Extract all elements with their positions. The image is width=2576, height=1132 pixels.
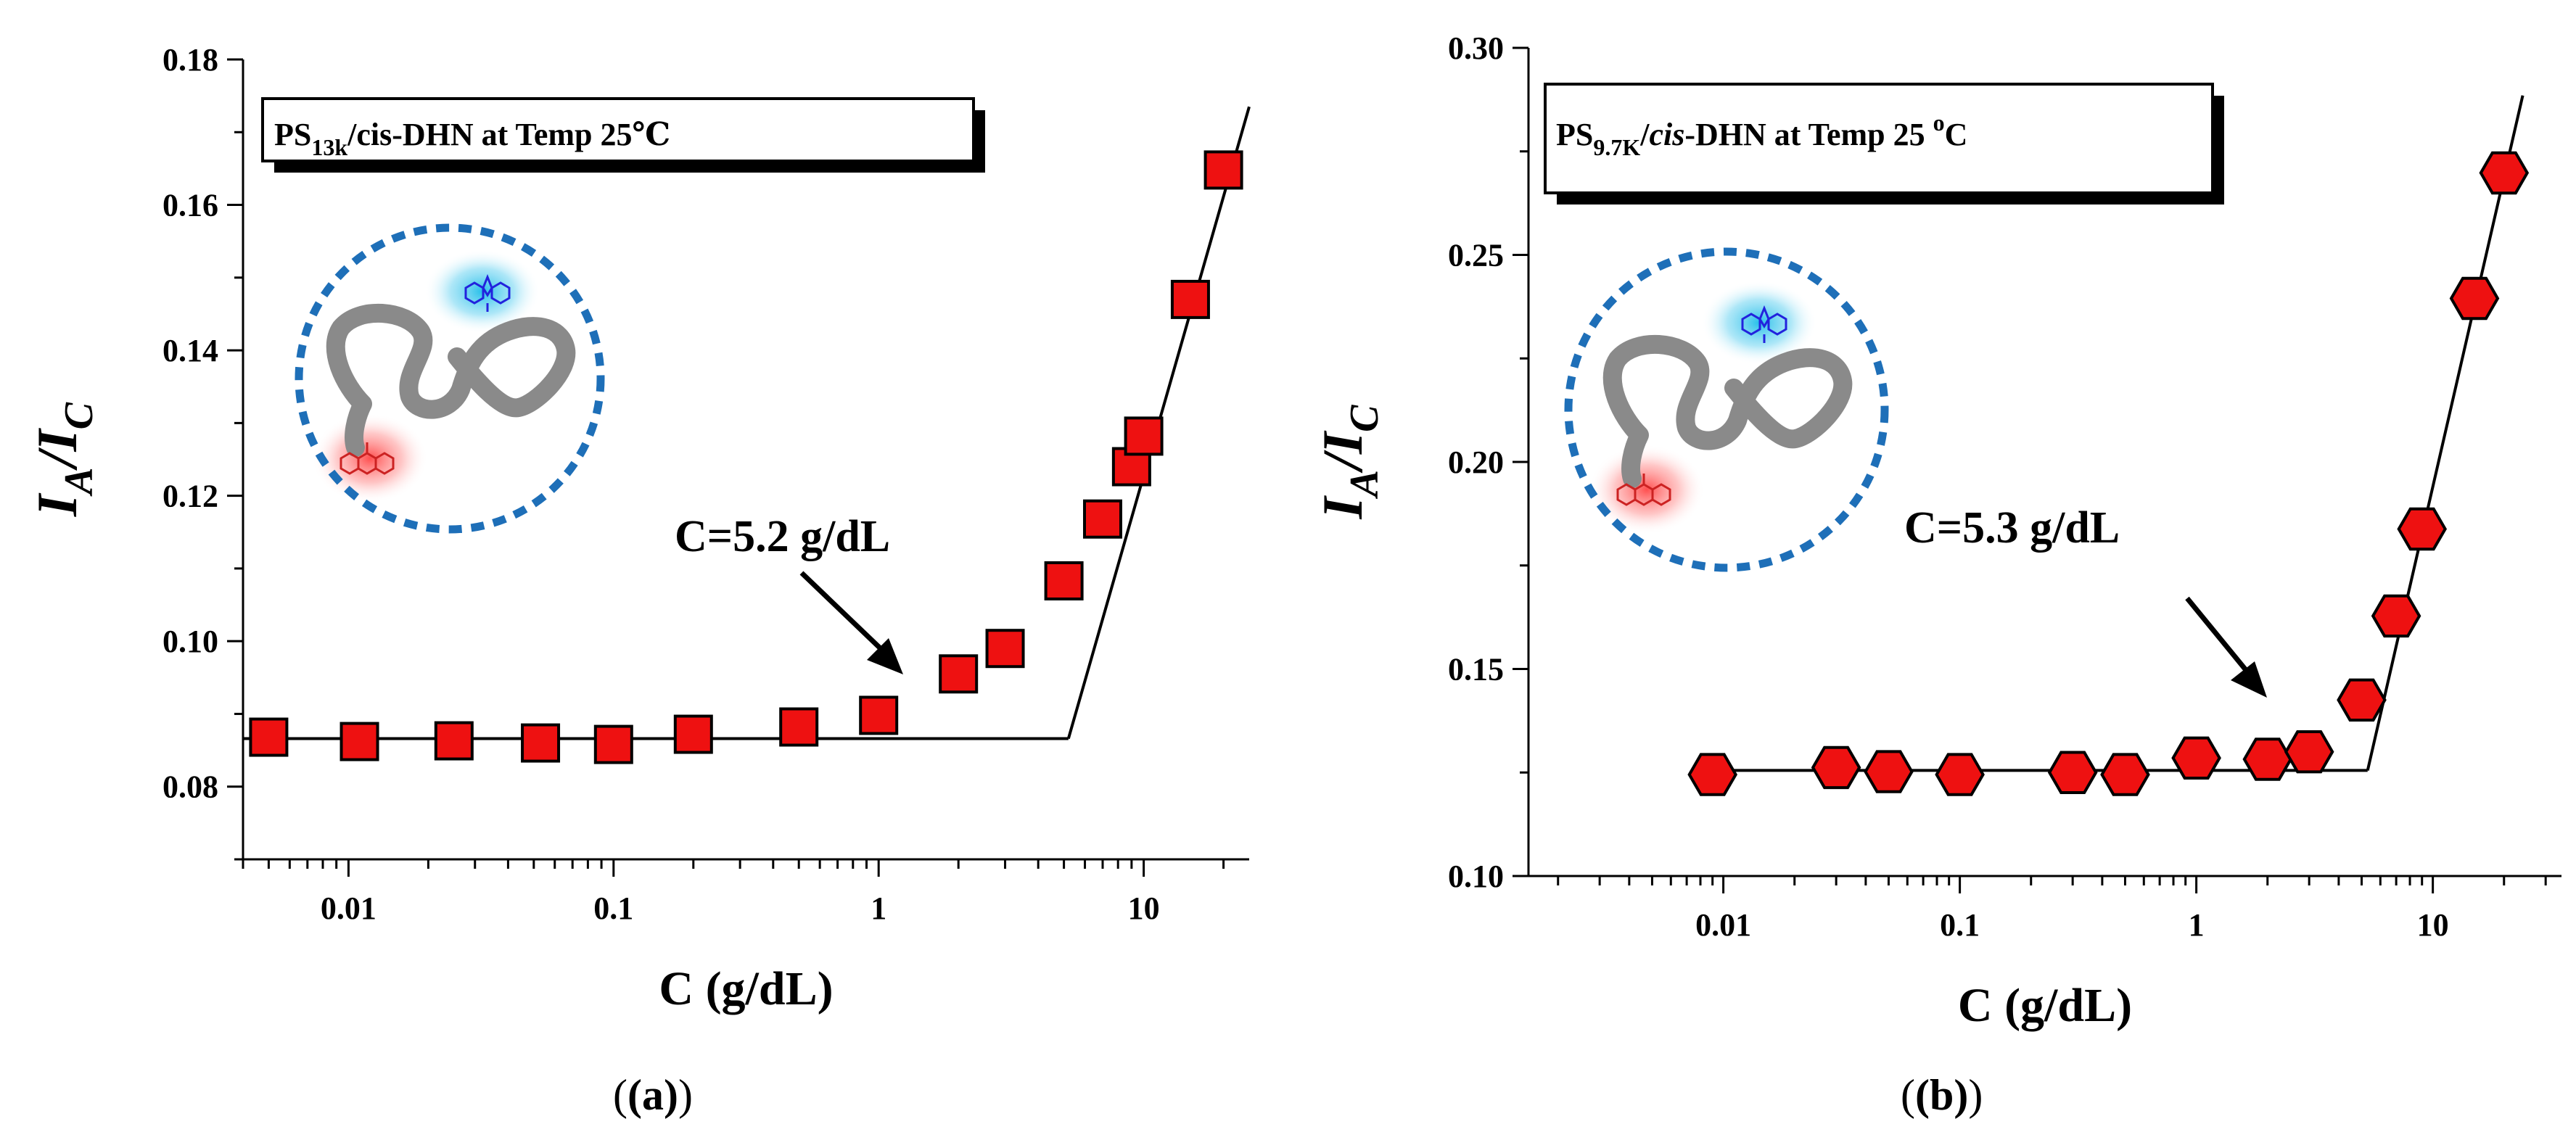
data-point	[1082, 499, 1122, 539]
y-tick-label: 0.15	[1448, 652, 1504, 687]
chart-panel-a: 0.01 0.1 1 10 0.08 0.10 0.12 0.14 0.16 0.18 C (g/d…	[25, 42, 1251, 1119]
data-point	[1124, 416, 1164, 456]
data-point	[2337, 678, 2387, 722]
onset-annotation: C=5.2 g/dL	[675, 512, 903, 674]
y-tick-label: 0.14	[162, 333, 218, 368]
data-point	[1811, 745, 1861, 790]
legend-box: PS9.7K/cis-DHN at Temp 25 oC	[1544, 83, 2224, 204]
data-point	[779, 707, 819, 747]
x-tick-label: 0.1	[1940, 907, 1980, 943]
y-axis-label: IA/IC	[25, 402, 102, 517]
y-tick-label: 0.20	[1448, 445, 1504, 480]
x-tick-label: 1	[871, 891, 886, 926]
x-tick-label: 10	[2417, 907, 2449, 943]
y-tick-label: 0.12	[162, 479, 218, 514]
x-tick-label: 10	[1128, 891, 1160, 926]
data-point	[2284, 730, 2334, 774]
y-tick-label: 0.10	[1448, 859, 1504, 894]
x-axis-label: C (g/dL)	[659, 962, 833, 1015]
polymer-coil-inset	[1564, 247, 1889, 572]
chart-panel-b: 0.01 0.1 1 10 0.10 0.15 0.20 0.25 0.30 C (g/dL) IA…	[1311, 30, 2561, 1119]
y-tick-label: 0.08	[162, 769, 218, 805]
data-point	[2100, 753, 2150, 796]
data-point	[593, 724, 633, 764]
polymer-coil-inset	[295, 223, 605, 534]
panel-label-b: ((b))	[1901, 1071, 1983, 1119]
onset-label: C=5.2 g/dL	[675, 512, 890, 561]
y-tick-label: 0.16	[162, 188, 218, 223]
y-tick-label: 0.30	[1448, 30, 1504, 66]
onset-label: C=5.3 g/dL	[1904, 503, 2120, 553]
data-point	[1203, 150, 1243, 190]
legend-box: PS13k/cis-DHN at Temp 25℃	[261, 97, 985, 173]
data-point	[340, 722, 379, 761]
data-point	[2047, 751, 2098, 794]
data-point	[249, 717, 289, 757]
data-point	[2397, 507, 2448, 551]
data-point	[2449, 276, 2500, 321]
data-point	[2242, 738, 2293, 781]
data-point	[673, 714, 713, 754]
data-point	[1044, 561, 1084, 600]
data-point	[2479, 151, 2530, 195]
x-tick-label: 1	[2189, 907, 2205, 943]
data-point	[1170, 279, 1210, 319]
x-tick-label: 0.1	[593, 891, 633, 926]
fit-line	[2366, 95, 2524, 771]
data-point	[1935, 753, 1985, 796]
legend-text: PS13k/cis-DHN at Temp 25℃	[274, 117, 670, 160]
data-point	[859, 695, 899, 735]
data-point	[2171, 736, 2221, 780]
panel-label-a: ((a))	[613, 1071, 693, 1119]
y-axis-label: IA/IC	[1311, 405, 1387, 520]
x-tick-label: 0.01	[1695, 907, 1751, 943]
data-point	[521, 723, 561, 763]
x-tick-label: 0.01	[321, 891, 376, 926]
legend-text: PS9.7K/cis-DHN at Temp 25 oC	[1556, 110, 1967, 160]
data-point	[1687, 753, 1738, 796]
y-tick-label: 0.18	[162, 42, 218, 78]
data-point	[1864, 750, 1914, 793]
data-point	[985, 629, 1025, 669]
data-point	[434, 721, 474, 761]
y-tick-label: 0.10	[162, 624, 218, 659]
x-axis-label: C (g/dL)	[1958, 979, 2132, 1032]
data-point	[939, 654, 979, 694]
onset-annotation: C=5.3 g/dL	[1904, 503, 2267, 698]
y-tick-label: 0.25	[1448, 238, 1504, 273]
data-point	[2371, 594, 2421, 638]
